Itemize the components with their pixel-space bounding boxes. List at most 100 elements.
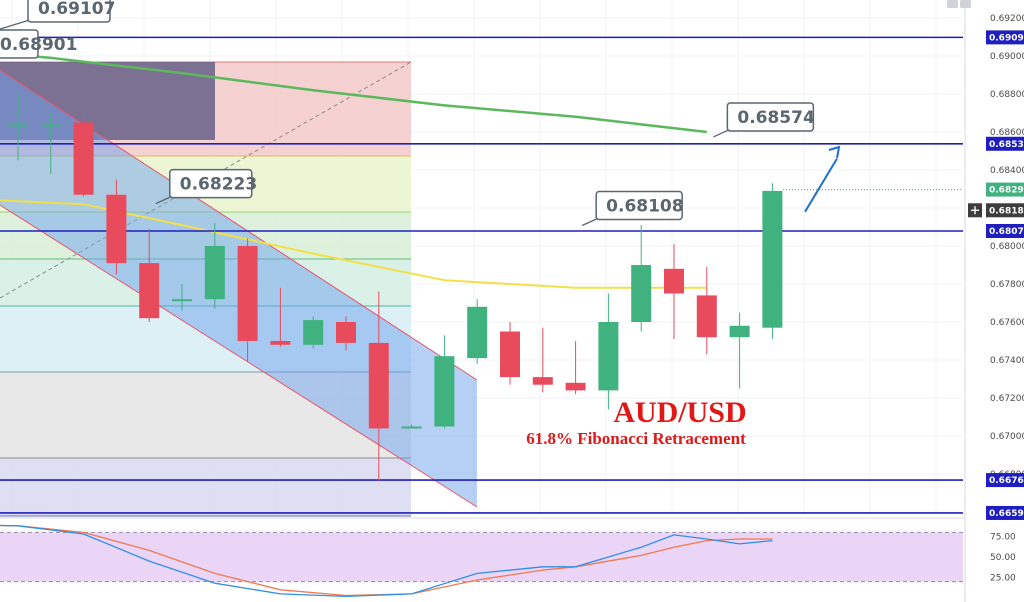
price-tag[interactable]: 0.68297: [986, 182, 1024, 197]
candle[interactable]: [532, 327, 553, 393]
candle[interactable]: [565, 341, 586, 395]
bullish-candle-body: [303, 320, 324, 345]
price-tag-box: [986, 203, 1024, 218]
price-tag-box: [986, 223, 1024, 238]
price-tick-label: 0.68000: [990, 242, 1024, 252]
price-tick-label: 0.67000: [990, 432, 1024, 442]
price-tag[interactable]: 0.69098: [986, 30, 1024, 45]
callout-box: [0, 29, 39, 59]
candle[interactable]: [139, 228, 160, 322]
bullish-candle-body: [172, 299, 192, 302]
candle[interactable]: [270, 287, 291, 347]
bearish-candle-body: [237, 246, 258, 341]
candle[interactable]: [401, 424, 422, 429]
callout-box: [595, 190, 683, 221]
price-callout[interactable]: 0.68108: [581, 190, 684, 227]
candlestick-series: [8, 94, 783, 482]
price-tag-label: 0.66768: [989, 476, 1024, 486]
stochastic-oscillator-panel: [0, 524, 963, 598]
candle[interactable]: [500, 322, 520, 385]
candle[interactable]: [631, 225, 652, 332]
fib-zone: [0, 458, 411, 516]
price-tag-label: 0.66595: [989, 509, 1024, 519]
candle[interactable]: [434, 335, 455, 429]
candle[interactable]: [729, 312, 750, 389]
price-tick-label: 0.67600: [990, 318, 1024, 328]
price-tag-label: 0.68079: [989, 227, 1024, 237]
candle[interactable]: [303, 316, 324, 349]
candle[interactable]: [172, 284, 192, 311]
bullish-candle-body: [204, 246, 225, 300]
candle[interactable]: [696, 266, 717, 355]
candle[interactable]: [204, 223, 225, 309]
bearish-candle-body: [270, 341, 291, 345]
candle[interactable]: [598, 293, 619, 410]
stochastic-d-line: [0, 524, 773, 597]
collapse-down-icon: [960, 0, 971, 8]
price-tag[interactable]: 0.66768: [986, 473, 1024, 488]
bullish-candle-body: [598, 322, 619, 391]
plus-icon: [971, 206, 979, 215]
price-tag-box: [986, 182, 1024, 197]
bearish-candle-body: [664, 268, 684, 294]
channel-lower-line: [0, 204, 478, 508]
candle[interactable]: [762, 183, 783, 340]
crosshair-add-icon[interactable]: [968, 203, 982, 218]
candle[interactable]: [368, 291, 389, 482]
price-tag-box: [986, 505, 1024, 520]
candle[interactable]: [73, 116, 94, 197]
oscillator-tick-label: 25.00: [990, 574, 1016, 584]
pane-controls[interactable]: [947, 0, 971, 8]
price-tag[interactable]: 0.68188: [986, 203, 1024, 218]
price-callout[interactable]: 0.69107: [0, 0, 115, 36]
candle[interactable]: [336, 316, 356, 351]
candle[interactable]: [664, 244, 684, 340]
price-callout[interactable]: 0.68574: [713, 102, 815, 138]
bullish-candle-body: [631, 265, 652, 322]
callout-text: 0.68901: [0, 35, 77, 55]
callout-text: 0.68108: [606, 196, 683, 216]
moving-average-green-line: [0, 52, 707, 134]
price-tick-label: 0.69000: [990, 52, 1024, 62]
callout-leader: [0, 17, 37, 30]
chart-subtitle: 61.8% Fibonacci Retracement: [526, 429, 746, 448]
price-tick-label: 0.68400: [990, 166, 1024, 176]
price-callout[interactable]: 0.68223: [155, 168, 257, 205]
bullish-candle-body: [8, 124, 28, 127]
bearish-candle-body: [565, 382, 586, 391]
bullish-candle-body: [401, 426, 422, 429]
bullish-candle-body: [434, 356, 455, 427]
candle[interactable]: [40, 113, 61, 174]
bearish-candle-body: [532, 377, 553, 385]
price-tick-label: 0.68800: [990, 90, 1024, 100]
price-tag-label: 0.69098: [989, 33, 1024, 43]
price-callout[interactable]: 0.68901: [0, 29, 77, 75]
price-tick-label: 0.67200: [990, 394, 1024, 404]
price-tag[interactable]: 0.68079: [986, 223, 1024, 238]
callout-text: 0.68574: [737, 108, 815, 128]
oscillator-tick-label: 50.00: [990, 553, 1016, 563]
bullish-candle-body: [467, 306, 488, 359]
candle[interactable]: [467, 299, 488, 364]
bearish-candle-body: [139, 263, 160, 319]
price-tag-box: [986, 473, 1024, 488]
bearish-candle-body: [368, 342, 389, 429]
callout-text: 0.69107: [38, 0, 115, 19]
callout-box: [27, 0, 111, 23]
candle[interactable]: [106, 179, 127, 275]
price-tick-label: 0.67400: [990, 356, 1024, 366]
candle[interactable]: [237, 238, 258, 362]
callout-text: 0.68223: [180, 175, 257, 195]
price-tag[interactable]: 0.68538: [986, 136, 1024, 151]
price-tag[interactable]: 0.66595: [986, 505, 1024, 520]
trend-arrow-head: [828, 145, 841, 159]
callout-box: [169, 168, 253, 199]
bullish-candle-body: [762, 190, 783, 328]
price-tag-label: 0.68538: [989, 140, 1024, 150]
oscillator-band: [0, 532, 963, 582]
bearish-candle-body: [106, 194, 127, 264]
candle[interactable]: [8, 94, 28, 161]
bearish-candle-body: [73, 122, 94, 195]
price-axis[interactable]: 0.69200 0.69000 0.68800 0.68600 0.68400 0.682…: [964, 0, 1024, 602]
